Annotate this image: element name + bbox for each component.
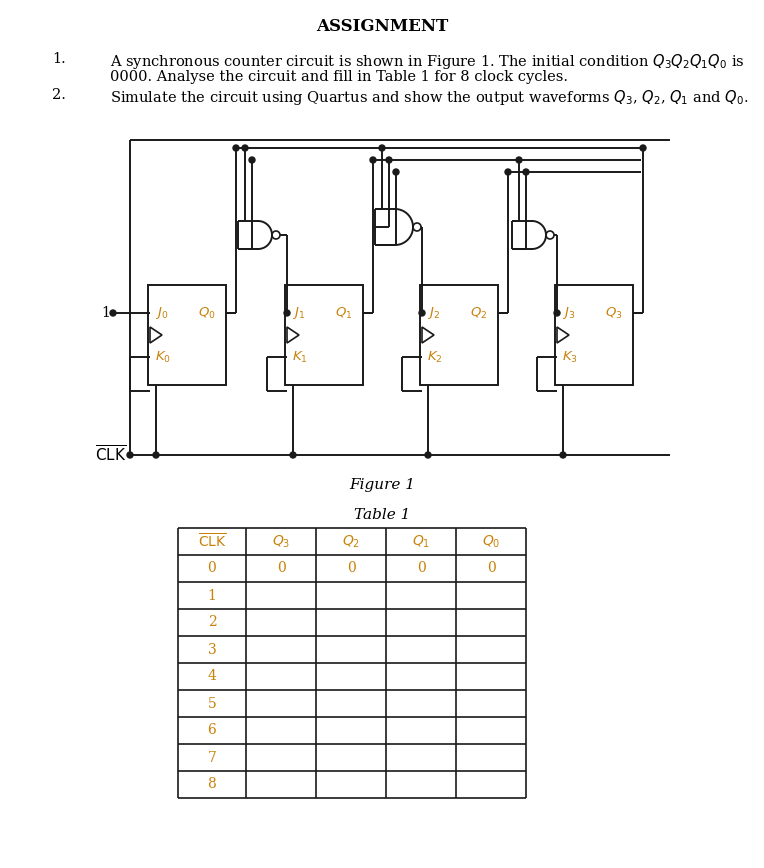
- Text: 0: 0: [487, 562, 495, 575]
- Text: Figure 1: Figure 1: [349, 478, 415, 492]
- Text: $K_0$: $K_0$: [155, 350, 171, 365]
- Text: 2: 2: [208, 615, 216, 629]
- Text: $Q_0$: $Q_0$: [482, 533, 500, 549]
- Circle shape: [242, 145, 248, 151]
- Text: $K_2$: $K_2$: [427, 350, 442, 365]
- Circle shape: [249, 157, 255, 163]
- Text: $J_2$: $J_2$: [427, 305, 440, 321]
- Text: $J_1$: $J_1$: [292, 305, 305, 321]
- Circle shape: [284, 310, 290, 316]
- Text: 0: 0: [416, 562, 426, 575]
- Text: $K_1$: $K_1$: [292, 350, 308, 365]
- Bar: [555, 285, 633, 385]
- Circle shape: [290, 452, 296, 458]
- Circle shape: [153, 452, 159, 458]
- Text: 0: 0: [347, 562, 355, 575]
- Text: 8: 8: [208, 778, 216, 792]
- Text: 2.: 2.: [52, 88, 66, 102]
- Circle shape: [110, 310, 116, 316]
- Text: 6: 6: [208, 724, 216, 738]
- Circle shape: [370, 157, 376, 163]
- Text: $Q_0$: $Q_0$: [198, 306, 215, 320]
- Text: $\overline{\mathrm{CLK}}$: $\overline{\mathrm{CLK}}$: [198, 532, 226, 550]
- Text: 3: 3: [208, 642, 216, 656]
- Circle shape: [393, 169, 399, 175]
- Text: $\overline{\mathrm{CLK}}$: $\overline{\mathrm{CLK}}$: [95, 445, 126, 465]
- Circle shape: [554, 310, 560, 316]
- Text: ASSIGNMENT: ASSIGNMENT: [316, 18, 448, 35]
- Circle shape: [413, 223, 421, 231]
- Text: 4: 4: [208, 669, 216, 683]
- Text: 1: 1: [208, 589, 216, 602]
- Text: $J_0$: $J_0$: [155, 305, 168, 321]
- Circle shape: [640, 145, 646, 151]
- Text: $J_3$: $J_3$: [562, 305, 575, 321]
- Bar: [285, 285, 363, 385]
- Circle shape: [233, 145, 239, 151]
- Text: 1.: 1.: [52, 52, 66, 66]
- Text: $Q_2$: $Q_2$: [470, 306, 487, 320]
- Text: $Q_3$: $Q_3$: [605, 306, 623, 320]
- Text: 5: 5: [208, 696, 216, 711]
- Circle shape: [425, 452, 431, 458]
- Text: $Q_2$: $Q_2$: [342, 533, 360, 549]
- Bar: [148, 285, 226, 385]
- Text: 0000. Analyse the circuit and fill in Table 1 for 8 clock cycles.: 0000. Analyse the circuit and fill in Ta…: [110, 70, 568, 84]
- Text: 1: 1: [101, 306, 110, 320]
- Bar: [420, 285, 498, 385]
- Text: Table 1: Table 1: [354, 508, 410, 522]
- Circle shape: [546, 231, 554, 239]
- Circle shape: [272, 231, 280, 239]
- Circle shape: [386, 157, 392, 163]
- Text: 0: 0: [208, 562, 216, 575]
- Text: $Q_3$: $Q_3$: [272, 533, 290, 549]
- Text: $Q_1$: $Q_1$: [335, 306, 352, 320]
- Text: A synchronous counter circuit is shown in Figure 1. The initial condition $Q_3Q_: A synchronous counter circuit is shown i…: [110, 52, 745, 71]
- Circle shape: [127, 452, 133, 458]
- Circle shape: [419, 310, 425, 316]
- Text: 7: 7: [208, 751, 216, 765]
- Text: $K_3$: $K_3$: [562, 350, 578, 365]
- Circle shape: [523, 169, 529, 175]
- Circle shape: [379, 145, 385, 151]
- Text: 0: 0: [277, 562, 286, 575]
- Text: $Q_1$: $Q_1$: [412, 533, 430, 549]
- Circle shape: [505, 169, 511, 175]
- Circle shape: [560, 452, 566, 458]
- Circle shape: [516, 157, 522, 163]
- Text: Simulate the circuit using Quartus and show the output waveforms $Q_3$, $Q_2$, $: Simulate the circuit using Quartus and s…: [110, 88, 749, 107]
